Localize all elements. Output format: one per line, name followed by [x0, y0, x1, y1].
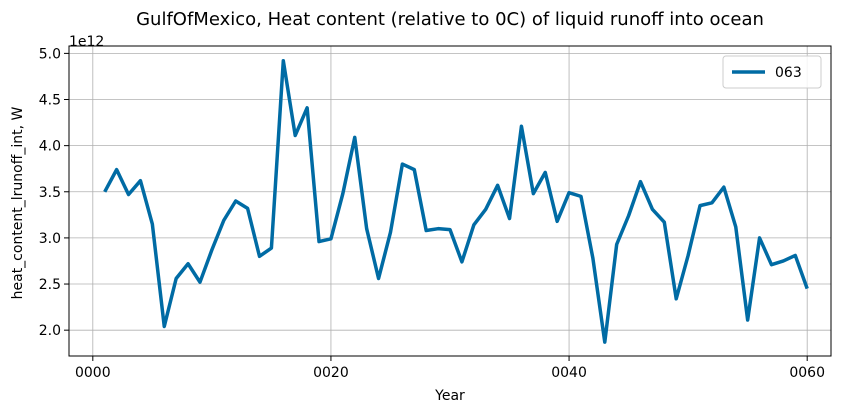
y-axis-offset-text: 1e12	[69, 34, 104, 50]
legend: 063	[722, 55, 822, 89]
series-line-063	[103, 59, 809, 344]
axis-ticks: 0000 0020 0040 0060 2.0 2.5 3.0 3.5 4.0 4.5 5.0	[39, 46, 825, 381]
x-tick-label: 0060	[789, 365, 825, 381]
y-tick-label: 5.0	[39, 46, 61, 62]
legend-box	[722, 55, 822, 89]
y-tick-label: 4.0	[39, 139, 61, 155]
x-tick-label: 0000	[75, 365, 111, 381]
x-tick-label: 0020	[313, 365, 349, 381]
y-tick-label: 3.5	[39, 185, 61, 201]
series-layer	[103, 59, 809, 344]
y-tick-label: 4.5	[39, 93, 61, 109]
x-tick-label: 0040	[551, 365, 587, 381]
y-tick-label: 2.5	[39, 277, 61, 293]
chart-title: GulfOfMexico, Heat content (relative to …	[136, 9, 764, 30]
grid	[69, 46, 831, 356]
x-axis-label: Year	[434, 388, 465, 404]
y-tick-label: 3.0	[39, 231, 61, 247]
y-axis-label: heat_content_lrunoff_int, W	[10, 106, 26, 299]
plot-frame	[68, 45, 832, 357]
y-tick-label: 2.0	[39, 323, 61, 339]
legend-label: 063	[775, 65, 802, 81]
